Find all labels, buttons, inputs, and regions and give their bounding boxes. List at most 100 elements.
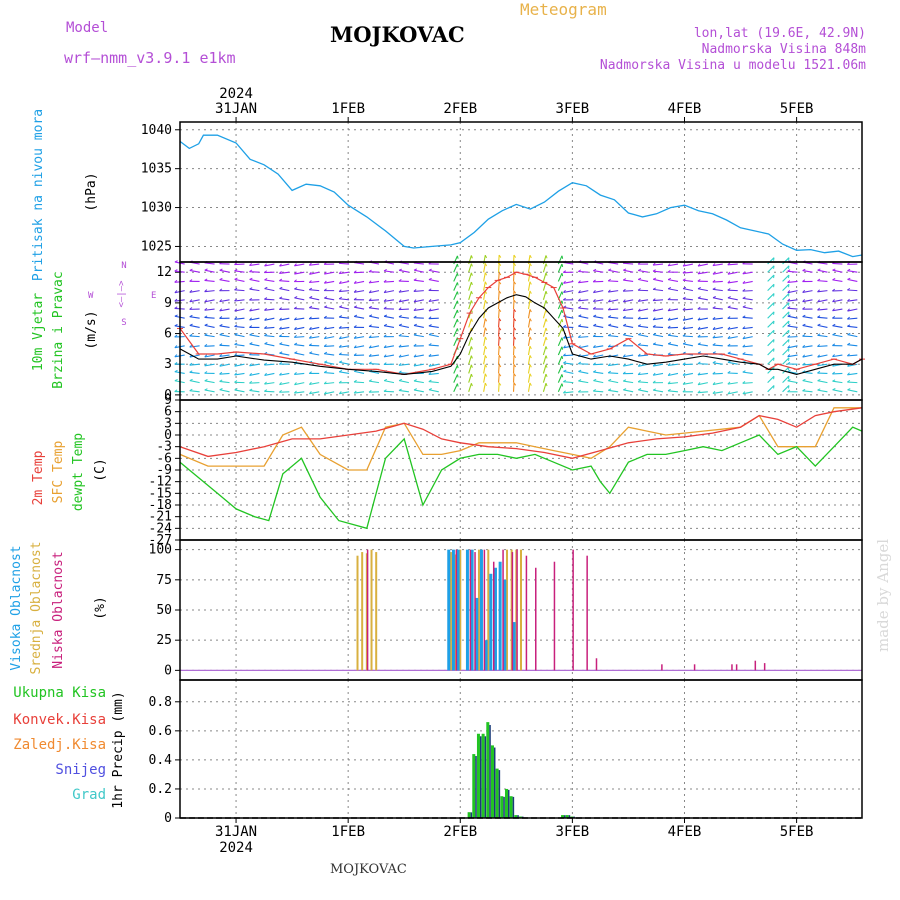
wind-barb-flag xyxy=(323,336,327,339)
wind-barb xyxy=(847,317,858,320)
wind-barb xyxy=(324,372,335,374)
wind-barb-flag xyxy=(545,300,548,304)
wind-barb xyxy=(369,315,380,319)
wind-barb-flag xyxy=(219,268,223,271)
wind-barb xyxy=(542,373,547,383)
wind-barb-flag xyxy=(545,272,548,276)
wind-barb-flag xyxy=(368,361,372,364)
wind-barb-flag xyxy=(368,298,372,301)
wind-barb-flag xyxy=(498,318,502,322)
wind-barb-flag xyxy=(847,388,851,391)
wind-barb xyxy=(309,391,320,395)
wind-barb xyxy=(354,391,365,394)
wind-barb-flag xyxy=(513,262,517,267)
temperature-tick-label: -18 xyxy=(149,498,172,513)
wind-barb-flag xyxy=(561,355,564,360)
pressure-tick-label: 1040 xyxy=(141,123,172,138)
wind-barb xyxy=(682,335,693,338)
wind-barb xyxy=(483,382,486,392)
wind-barb xyxy=(608,380,619,384)
wind-barb-flag xyxy=(279,271,282,274)
wind-barb-flag xyxy=(697,372,701,376)
wind-barb xyxy=(189,316,200,319)
wind-barb-flag xyxy=(484,318,488,322)
temperature-tick-label: -12 xyxy=(149,475,172,490)
wind-barb xyxy=(279,288,290,292)
pressure-line xyxy=(179,134,863,258)
precip-legend-item: Grad xyxy=(72,787,106,803)
wind-barb xyxy=(608,389,619,393)
wind-barb xyxy=(563,280,574,284)
wind-barb-flag xyxy=(697,279,701,282)
wind-barb xyxy=(787,315,798,319)
precip-snow-bar xyxy=(470,812,473,818)
wind-barb-flag xyxy=(652,308,656,312)
wind-barb-flag xyxy=(353,353,357,356)
wind-barb-flag xyxy=(470,281,473,286)
wind-barb-flag xyxy=(712,263,716,266)
wind-barb-flag xyxy=(529,281,532,285)
wind-barb-flag xyxy=(174,362,178,365)
cloud-low-bar xyxy=(474,552,476,671)
wind-barb xyxy=(264,382,275,385)
cloud-high-bar xyxy=(447,549,451,671)
wind-barb-flag xyxy=(189,378,193,381)
wind-barb xyxy=(264,343,275,347)
wind-barb xyxy=(638,299,649,302)
wind-barb-flag xyxy=(323,262,327,265)
wind-barb-flag xyxy=(189,344,193,348)
wind-barb xyxy=(767,339,775,347)
wind-barb xyxy=(309,271,320,275)
wind-barb xyxy=(697,288,708,292)
wind-barb xyxy=(483,346,486,356)
wind-barb xyxy=(727,336,738,339)
wind-barb-flag xyxy=(428,388,432,391)
wind-barb-flag xyxy=(832,371,836,375)
wind-barb xyxy=(309,297,320,301)
wind-barb-flag xyxy=(293,390,297,394)
wind-barb-flag xyxy=(622,315,626,319)
cloud-mid-bar xyxy=(505,549,508,671)
wind-barb xyxy=(727,297,738,301)
cloud-low-bar xyxy=(469,549,472,671)
wind-barb-flag xyxy=(817,370,821,374)
wind-barb xyxy=(468,300,472,310)
wind-barb-flag xyxy=(484,336,488,340)
wind-barb-flag xyxy=(727,335,731,339)
wind-barb-flag xyxy=(470,364,473,368)
wind-barb xyxy=(623,363,634,367)
wind-barb-flag xyxy=(279,361,283,365)
wind-barb-flag xyxy=(338,344,342,348)
wind-barb xyxy=(498,309,500,319)
wind-barb-flag xyxy=(279,382,282,385)
wind-barb xyxy=(712,271,723,275)
wind-barb-flag xyxy=(561,263,564,268)
wind-barb-flag xyxy=(413,315,417,319)
wind-barb-flag xyxy=(667,308,671,312)
wind-barb-flag xyxy=(278,389,282,393)
wind-barb-flag xyxy=(456,282,459,286)
wind-barb xyxy=(453,319,458,328)
wind-barb xyxy=(653,270,664,273)
wind-barb-flag xyxy=(787,389,791,393)
top-day-label: 4FEB xyxy=(668,101,702,117)
wind-barb-flag xyxy=(787,290,791,294)
top-day-label: 5FEB xyxy=(780,101,814,117)
wind-barb-flag xyxy=(529,364,532,368)
wind-barb xyxy=(668,288,679,292)
wind-barb xyxy=(638,308,649,312)
wind-barb xyxy=(428,389,439,393)
wind-barb xyxy=(802,390,813,393)
pressure-tick-label: 1035 xyxy=(141,162,172,177)
wind-barb xyxy=(832,334,843,338)
wind-barb-flag xyxy=(847,379,851,383)
wind-barb-flag xyxy=(428,363,432,367)
wind-barb xyxy=(578,270,589,273)
wind-barb xyxy=(608,308,619,311)
precip-snow-bar xyxy=(517,815,519,818)
wind-barb xyxy=(782,274,790,282)
wind-barb xyxy=(782,293,790,301)
wind-barb-flag xyxy=(742,296,746,299)
wind-barb-flag xyxy=(398,388,402,391)
wind-barb xyxy=(264,308,275,311)
